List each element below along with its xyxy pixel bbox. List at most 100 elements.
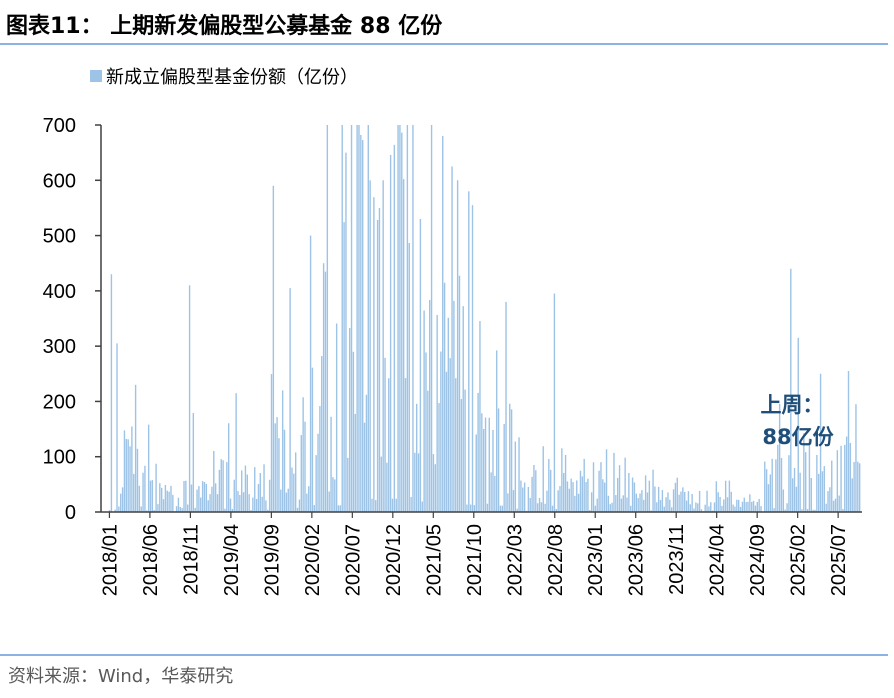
bar-series: [107, 125, 861, 513]
bar: [782, 489, 785, 512]
bar: [373, 197, 375, 512]
bar: [654, 486, 656, 512]
bar: [442, 136, 444, 513]
bar: [678, 494, 680, 512]
bar: [542, 446, 544, 512]
bar: [304, 421, 306, 512]
bar: [179, 506, 181, 512]
bar: [296, 507, 299, 512]
bar: [732, 504, 734, 512]
bar: [226, 462, 228, 512]
bar: [259, 473, 262, 512]
annotation-line-2: 88亿份: [762, 425, 834, 449]
bar: [704, 504, 706, 512]
bar: [739, 506, 742, 512]
bar: [790, 268, 792, 512]
bar: [393, 144, 396, 512]
x-tick-label: 2022/08: [545, 524, 567, 596]
bar: [622, 495, 624, 512]
bar: [185, 480, 187, 512]
bar: [479, 320, 481, 512]
bar: [667, 492, 669, 512]
bar: [838, 495, 840, 512]
bar: [114, 509, 116, 512]
x-tick-label: 2019/04: [221, 524, 243, 596]
bar: [639, 493, 641, 512]
bar: [255, 498, 258, 512]
bar: [806, 508, 809, 512]
bar: [326, 125, 329, 512]
bar: [120, 493, 122, 512]
bar: [302, 397, 304, 512]
bar: [605, 449, 608, 512]
bar: [157, 504, 159, 512]
bar: [289, 288, 291, 512]
bar: [594, 505, 597, 512]
bar: [261, 496, 263, 512]
bar: [795, 486, 798, 512]
bar: [583, 458, 585, 512]
bar: [263, 464, 265, 512]
bar: [499, 505, 502, 512]
bar: [241, 470, 243, 512]
bar: [507, 493, 509, 512]
bar: [319, 406, 321, 512]
bar: [332, 477, 334, 512]
bar: [685, 500, 688, 512]
bar: [786, 503, 788, 512]
bar: [447, 317, 450, 512]
bar: [477, 392, 479, 512]
bar: [827, 491, 829, 512]
bar: [555, 508, 557, 512]
bar: [116, 343, 118, 512]
bar: [242, 492, 245, 512]
bar: [777, 444, 779, 512]
bar: [434, 464, 436, 512]
bar: [362, 140, 364, 512]
bar: [561, 448, 563, 512]
bar: [213, 450, 215, 512]
bar: [764, 461, 766, 512]
bar: [723, 499, 725, 512]
bar: [125, 438, 128, 512]
bar: [136, 448, 139, 512]
bar: [365, 394, 368, 512]
bar: [536, 503, 539, 512]
bar: [643, 499, 645, 512]
bar: [356, 125, 358, 512]
bar: [572, 482, 574, 512]
bar: [635, 493, 638, 512]
bar: [268, 479, 271, 512]
bar: [659, 500, 662, 512]
bar: [568, 488, 571, 512]
bar: [810, 477, 812, 512]
bar: [352, 351, 355, 512]
bar: [771, 458, 773, 512]
bar: [341, 125, 343, 512]
bar: [246, 474, 248, 512]
bar: [235, 393, 237, 512]
bar: [618, 465, 621, 512]
bar: [590, 492, 593, 512]
bar: [354, 413, 356, 512]
bar: [159, 483, 161, 512]
bar: [842, 508, 844, 512]
bar: [849, 442, 852, 512]
bar: [209, 494, 211, 512]
bar: [784, 509, 786, 512]
bar: [391, 498, 394, 512]
x-tick-label: 2025/02: [788, 524, 810, 596]
bar: [127, 439, 129, 512]
bar: [706, 490, 708, 512]
bar: [589, 510, 591, 512]
bar: [456, 180, 459, 513]
legend: 新成立偏股型基金份额（亿份）: [90, 67, 358, 88]
bar: [832, 500, 835, 512]
bar: [460, 399, 463, 512]
bar: [140, 506, 142, 512]
bar: [252, 497, 254, 512]
bar: [791, 478, 794, 512]
bar: [626, 497, 628, 512]
bar: [544, 503, 546, 512]
bar: [816, 454, 818, 512]
